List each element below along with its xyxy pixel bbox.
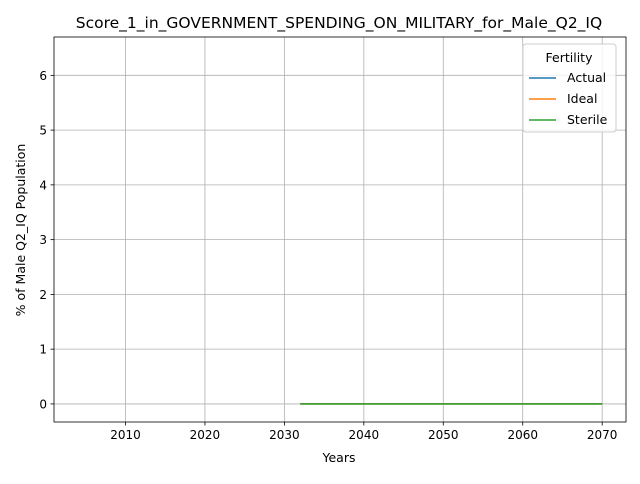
x-tick-label: 2020 (190, 428, 221, 442)
legend: Fertility Actual Ideal Sterile (522, 43, 617, 133)
legend-label-actual: Actual (567, 70, 606, 85)
legend-label-ideal: Ideal (567, 91, 597, 106)
y-tick-label: 1 (39, 343, 47, 357)
x-tick-label: 2070 (587, 428, 618, 442)
x-tick-label: 2040 (349, 428, 380, 442)
plot-area-frame (53, 36, 627, 423)
y-tick-label: 3 (39, 233, 47, 247)
y-tick-label: 6 (39, 69, 47, 83)
x-tick-label: 2060 (507, 428, 538, 442)
y-tick-label: 2 (39, 288, 47, 302)
y-tick-label: 0 (39, 397, 47, 411)
y-tick-label: 5 (39, 124, 47, 138)
x-tick-label: 2030 (269, 428, 300, 442)
x-tick-label: 2010 (110, 428, 141, 442)
y-tick-label: 4 (39, 178, 47, 192)
x-axis-label: Years (322, 450, 356, 465)
legend-title: Fertility (546, 50, 594, 65)
y-axis-label: % of Male Q2_IQ Population (13, 144, 28, 317)
legend-box (522, 43, 617, 133)
legend-label-sterile: Sterile (567, 112, 608, 127)
x-tick-label: 2050 (428, 428, 459, 442)
chart-title: Score_1_in_GOVERNMENT_SPENDING_ON_MILITA… (76, 14, 602, 33)
